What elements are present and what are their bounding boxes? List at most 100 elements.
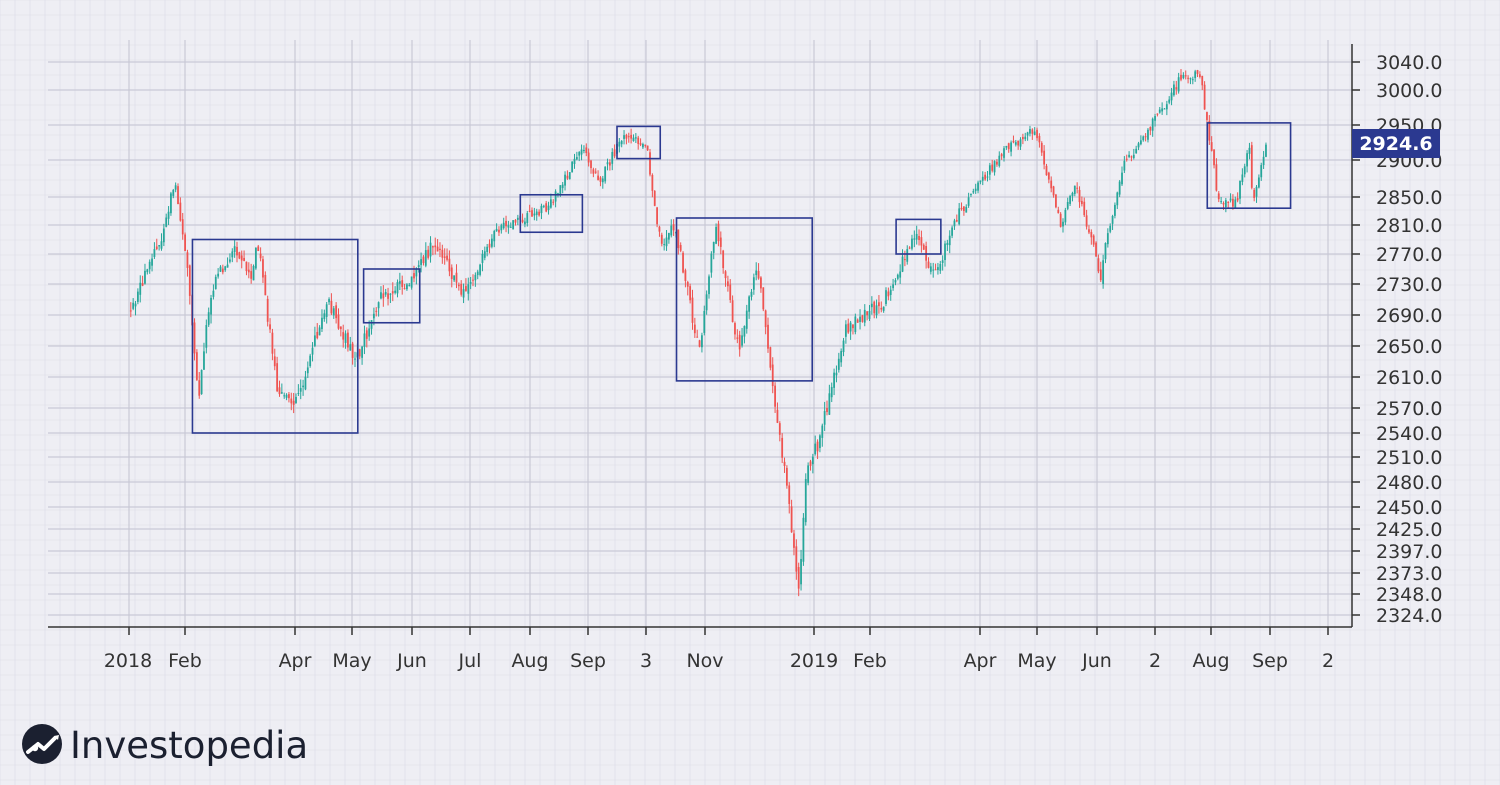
candle-body <box>816 441 819 452</box>
candle-body <box>866 311 869 316</box>
candle <box>502 217 505 230</box>
candle <box>302 379 304 396</box>
candle-body <box>1057 209 1060 214</box>
candle <box>955 214 958 223</box>
candle-body <box>1000 154 1003 157</box>
candle <box>1227 201 1230 209</box>
candle <box>1265 142 1267 158</box>
candle <box>231 248 234 263</box>
candle <box>313 326 316 348</box>
candle-body <box>238 252 241 259</box>
candle <box>304 370 307 391</box>
investopedia-logo: Investopedia <box>22 724 308 767</box>
x-tick-label: Sep <box>1252 650 1288 672</box>
candle-body <box>247 269 250 273</box>
candle <box>420 252 422 273</box>
candle <box>840 348 843 367</box>
candle <box>859 309 861 330</box>
candle-body <box>514 219 517 223</box>
candle-body <box>1132 154 1135 159</box>
candle-body <box>962 206 965 211</box>
candle <box>1014 139 1017 147</box>
candle <box>507 220 510 234</box>
candle-body <box>736 337 739 339</box>
candle-body <box>854 316 857 333</box>
candle-body <box>847 323 850 333</box>
candle <box>984 171 987 181</box>
candle-body <box>932 269 935 271</box>
candle-body <box>760 277 762 289</box>
candle <box>653 190 656 207</box>
candle-body <box>663 244 666 246</box>
candle <box>1109 223 1112 234</box>
candle <box>1121 166 1123 186</box>
candle <box>903 250 906 267</box>
candle-body <box>547 205 550 211</box>
candle <box>526 210 529 227</box>
candle <box>927 257 930 269</box>
candle <box>856 318 859 323</box>
consolidation-box <box>616 125 662 160</box>
candle-body <box>604 166 607 182</box>
candle-body <box>1045 165 1048 176</box>
y-tick-label: 2650.0 <box>1376 336 1442 358</box>
candle-body <box>630 134 633 139</box>
candle-body <box>1187 77 1189 79</box>
candle-body <box>670 225 673 236</box>
candle-body <box>979 180 982 183</box>
candle <box>962 206 965 216</box>
candle-body <box>1017 140 1020 146</box>
candle-body <box>1224 200 1227 208</box>
y-tick-label: 2690.0 <box>1376 305 1442 327</box>
candle <box>516 214 519 226</box>
candle-body <box>1130 156 1133 158</box>
candle <box>757 263 760 280</box>
candle <box>415 267 418 285</box>
candle <box>132 298 135 311</box>
candle-body <box>210 297 212 315</box>
x-tick-label: May <box>1017 650 1056 672</box>
candle-body <box>830 387 833 398</box>
candle <box>767 317 769 353</box>
candle <box>564 171 566 191</box>
candle <box>1257 174 1260 189</box>
candle-body <box>1161 108 1164 112</box>
candle <box>446 248 448 262</box>
candle-body <box>887 291 890 297</box>
candle <box>977 180 979 194</box>
candle <box>1095 241 1097 258</box>
candle <box>148 259 151 274</box>
candle <box>1175 80 1178 95</box>
candle <box>632 134 635 142</box>
candle-body <box>944 243 946 261</box>
candle <box>920 230 923 253</box>
candle <box>462 283 465 304</box>
candle <box>1151 117 1154 137</box>
candle <box>1092 234 1095 247</box>
candle-body <box>502 222 505 229</box>
candle <box>844 320 847 344</box>
candle <box>1142 135 1145 142</box>
candle <box>1137 141 1140 151</box>
candle-body <box>160 241 163 249</box>
consolidation-box <box>191 238 359 434</box>
candle-body <box>620 141 623 145</box>
candle-body <box>500 225 503 231</box>
candle-body <box>715 226 717 244</box>
candle-body <box>939 263 942 271</box>
candle-body <box>679 245 682 251</box>
candle <box>226 257 229 268</box>
candle-body <box>398 281 401 284</box>
candle-body <box>564 174 566 186</box>
candle <box>922 243 925 251</box>
candle <box>1139 135 1142 146</box>
candle-body <box>1201 75 1204 86</box>
candle <box>531 207 533 217</box>
candle <box>1224 197 1227 213</box>
candle-body <box>880 307 883 310</box>
candle-body <box>785 467 788 486</box>
candle-body <box>434 245 437 248</box>
candle <box>870 296 873 315</box>
candle-body <box>771 364 774 387</box>
candle-body <box>955 219 958 222</box>
